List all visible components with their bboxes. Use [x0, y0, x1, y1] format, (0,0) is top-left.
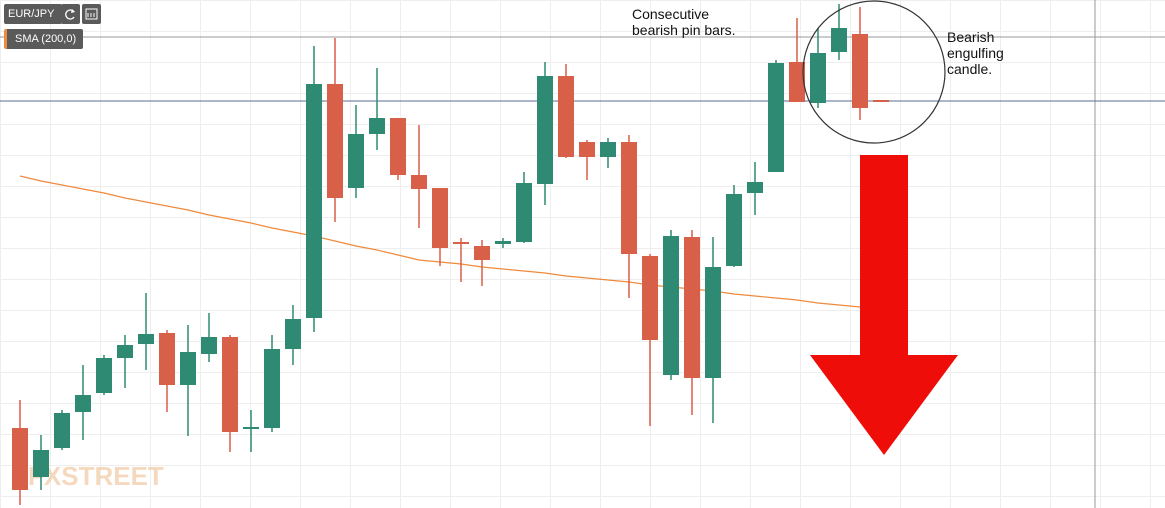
candle-body	[180, 352, 196, 385]
candle-body	[264, 349, 280, 428]
candle-body	[327, 84, 343, 198]
candle-body	[159, 333, 175, 385]
candle-body	[642, 256, 658, 340]
candle-body	[285, 319, 301, 349]
candle-body	[201, 337, 217, 354]
refresh-icon	[65, 9, 75, 20]
candle-body	[852, 34, 868, 108]
candle-body	[558, 76, 574, 157]
watermark: FXSTREET	[28, 461, 164, 491]
candle-body	[663, 236, 679, 375]
down-arrow	[810, 155, 958, 455]
candle-body	[789, 62, 805, 102]
candle-body	[495, 241, 511, 244]
refresh-button[interactable]	[61, 4, 80, 24]
candle-body	[75, 395, 91, 412]
candle-body	[873, 100, 889, 102]
candle-body	[579, 142, 595, 157]
indicator-button[interactable]: SMA (200,0)	[4, 29, 83, 49]
candle-body	[810, 53, 826, 103]
candle-body	[12, 428, 28, 490]
candle-body	[768, 63, 784, 172]
annotation: Bearish engulfing candle.	[947, 29, 1004, 77]
candle-body	[453, 242, 469, 244]
candle-body	[537, 76, 553, 184]
candle-body	[390, 118, 406, 175]
candle-body	[117, 345, 133, 358]
candle-body	[138, 334, 154, 344]
candle-body	[726, 194, 742, 266]
candle-body	[33, 450, 49, 477]
candle-body	[348, 134, 364, 188]
candle-body	[705, 267, 721, 378]
candle-body	[306, 84, 322, 318]
candle-body	[621, 142, 637, 254]
candle-body	[243, 427, 259, 429]
symbol-button[interactable]: EUR/JPY	[4, 4, 62, 24]
annotation: Consecutive bearish pin bars.	[632, 6, 736, 38]
candle-body	[411, 175, 427, 189]
candle-body	[474, 246, 490, 260]
highlight-circle	[802, 0, 946, 144]
calendar-icon	[85, 8, 98, 20]
candle-body	[369, 118, 385, 134]
candle-body	[432, 188, 448, 248]
candle-body	[747, 182, 763, 193]
candle-body	[516, 183, 532, 242]
candle-body	[96, 358, 112, 393]
calendar-button[interactable]	[82, 4, 101, 24]
candle-body	[684, 237, 700, 378]
candle-body	[54, 413, 70, 448]
candle-body	[222, 337, 238, 432]
candle-body	[600, 142, 616, 157]
candle-body	[831, 28, 847, 52]
